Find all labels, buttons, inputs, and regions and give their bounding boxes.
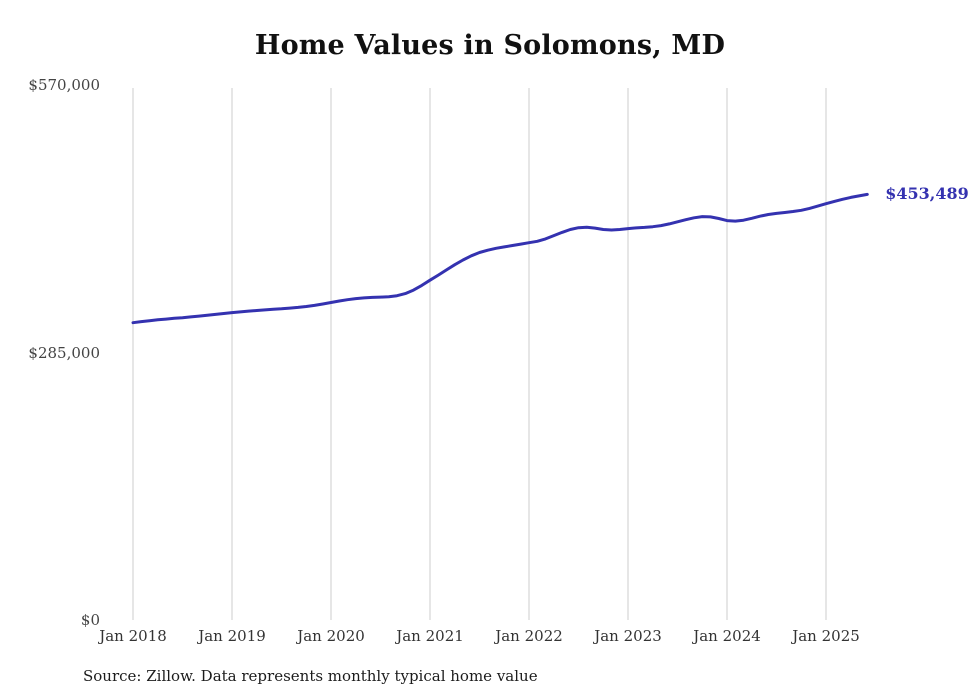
x-axis-label: Jan 2021 [396,627,464,645]
chart-title: Home Values in Solomons, MD [254,30,726,61]
x-axis-label: Jan 2019 [198,627,266,645]
x-axis-label: Jan 2025 [792,627,860,645]
x-axis-label: Jan 2020 [297,627,365,645]
x-axis-label: Jan 2022 [495,627,563,645]
end-value-label: $453,489 [885,184,969,204]
source-note: Source: Zillow. Data represents monthly … [83,667,538,685]
y-axis-label: $0 [80,611,100,629]
y-axis-label: $285,000 [28,343,100,362]
x-axis-label: Jan 2018 [99,627,167,645]
gridlines [132,88,827,620]
y-axis-label: $570,000 [28,76,100,94]
x-axis-label: Jan 2023 [594,627,662,645]
x-axis-label: Jan 2024 [693,627,761,645]
value-line [131,192,869,325]
